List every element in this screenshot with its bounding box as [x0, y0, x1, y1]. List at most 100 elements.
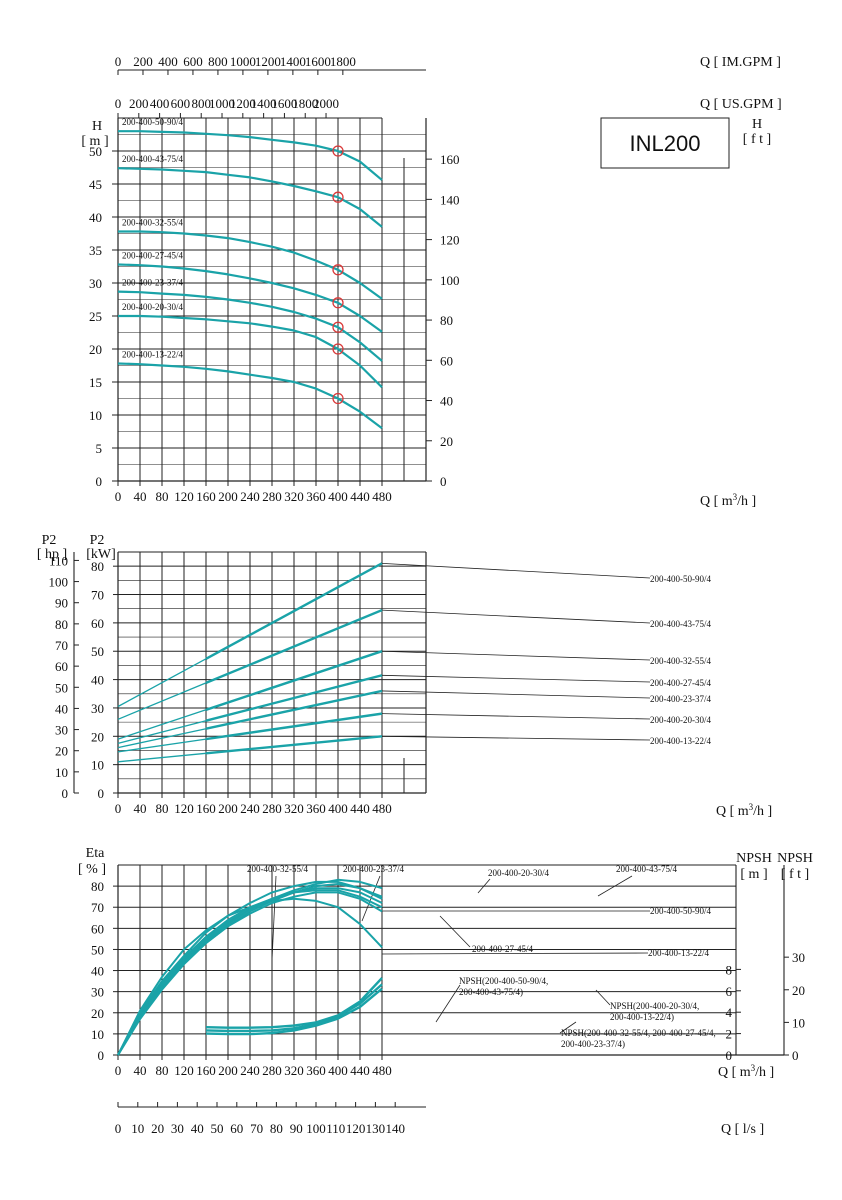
- grid-layer: [73, 69, 789, 1108]
- head-unit-right: [ f t ]: [743, 132, 771, 147]
- head-y-tick-label: 5: [96, 441, 103, 456]
- us-gpm-tick-label: 400: [150, 96, 170, 111]
- eta-y-tick-label: 80: [91, 879, 104, 894]
- power-curve: [205, 712, 383, 741]
- eta-label-leader: [595, 989, 611, 1006]
- power-curve: [205, 674, 383, 722]
- head-x-tick-label: 40: [134, 489, 147, 504]
- power-curve: [205, 562, 383, 660]
- ls-tick-label: 100: [306, 1121, 326, 1136]
- power-hp-tick-label: 10: [55, 765, 68, 780]
- eta-y-tick-label: 60: [91, 921, 104, 936]
- eta-label-leader: [477, 878, 491, 894]
- eta-x-tick-label: 200: [218, 1063, 238, 1078]
- head-y-tick-label: 15: [89, 375, 102, 390]
- head-ft-tick-label: 120: [440, 233, 460, 248]
- power-hp-symbol: P2: [42, 533, 57, 548]
- im-gpm-tick-label: 800: [208, 54, 228, 69]
- head-curve: [117, 290, 383, 362]
- power-x-tick-label: 40: [134, 801, 147, 816]
- head-x-tick-label: 400: [328, 489, 348, 504]
- eta-label-leader: [597, 875, 633, 897]
- head-x-tick-label: 280: [262, 489, 282, 504]
- head-ft-tick-label: 160: [440, 152, 460, 167]
- eta-x-tick-label: 440: [350, 1063, 370, 1078]
- head-ft-tick-label: 0: [440, 474, 447, 489]
- power-hp-tick-label: 100: [49, 575, 69, 590]
- power-curve-label: 200-400-20-30/4: [650, 715, 711, 725]
- eta-x-tick-label: 40: [134, 1063, 147, 1078]
- power-kw-tick-label: 0: [98, 786, 105, 801]
- head-curve: [118, 130, 383, 181]
- power-curve-thin: [117, 738, 207, 753]
- us-gpm-tick-label: 1800: [292, 96, 318, 111]
- ls-tick-label: 10: [131, 1121, 144, 1136]
- chart-title: INL200: [630, 131, 701, 156]
- eta-x-tick-label: 400: [328, 1063, 348, 1078]
- im-gpm-tick-label: 0: [115, 54, 122, 69]
- power-curve-thin: [117, 709, 207, 740]
- npsh-label-b1: NPSH(200-400-20-30/4,: [610, 1001, 699, 1011]
- power-x-tick-label: 400: [328, 801, 348, 816]
- im-gpm-unit: Q [ IM.GPM ]: [700, 55, 781, 70]
- eta-label-leader: [439, 915, 471, 948]
- efficiency-curve: [117, 883, 383, 1056]
- power-kw-tick-label: 20: [91, 729, 104, 744]
- power-q-unit: Q [ m3/h ]: [716, 802, 772, 819]
- eta-label-27-45: 200-400-27-45/4: [472, 944, 533, 954]
- power-x-tick-label: 360: [306, 801, 326, 816]
- head-curve-label: 200-400-20-30/4: [122, 302, 183, 312]
- power-x-tick-label: 440: [350, 801, 370, 816]
- power-label-leader: [381, 562, 651, 579]
- us-gpm-tick-label: 2000: [313, 96, 339, 111]
- power-curve-thin: [117, 752, 207, 763]
- eta-y-tick-label: 50: [91, 942, 104, 957]
- ls-tick-label: 80: [270, 1121, 283, 1136]
- eta-label-13-22: 200-400-13-22/4: [648, 948, 709, 958]
- power-kw-tick-label: 30: [91, 701, 104, 716]
- head-ft-tick-label: 40: [440, 394, 453, 409]
- power-x-tick-label: 120: [174, 801, 194, 816]
- power-kw-tick-label: 70: [91, 588, 104, 603]
- head-curve: [118, 230, 383, 300]
- us-gpm-unit: Q [ US.GPM ]: [700, 97, 782, 112]
- npsh-ft-tick-label: 30: [792, 950, 805, 965]
- head-y-tick-label: 35: [89, 243, 102, 258]
- eta-unit: [ % ]: [78, 862, 106, 877]
- npsh-m-tick-label: 4: [726, 1005, 733, 1020]
- ls-tick-label: 140: [385, 1121, 405, 1136]
- power-x-tick-label: 80: [156, 801, 169, 816]
- us-gpm-tick-label: 1200: [230, 96, 256, 111]
- head-x-tick-label: 160: [196, 489, 216, 504]
- npsh-curve: [205, 977, 383, 1029]
- head-curve-label: 200-400-32-55/4: [122, 218, 183, 228]
- power-hp-tick-label: 30: [55, 723, 68, 738]
- head-y-tick-label: 40: [89, 210, 102, 225]
- power-label-leader: [381, 650, 651, 661]
- head-y-tick-label: 45: [89, 177, 102, 192]
- rated-point-marker: [332, 321, 344, 333]
- head-y-tick-label: 20: [89, 342, 102, 357]
- eta-y-tick-label: 20: [91, 1006, 104, 1021]
- eta-label-43-75: 200-400-43-75/4: [616, 864, 677, 874]
- npsh-m-tick-label: 0: [726, 1048, 733, 1063]
- eta-x-tick-label: 80: [156, 1063, 169, 1078]
- power-curve: [205, 608, 383, 685]
- head-x-tick-label: 0: [115, 489, 122, 504]
- head-x-tick-label: 200: [218, 489, 238, 504]
- ls-tick-label: 70: [250, 1121, 263, 1136]
- head-curve-label: 200-400-27-45/4: [122, 251, 183, 261]
- power-x-tick-label: 160: [196, 801, 216, 816]
- head-symbol-left: H: [92, 119, 102, 134]
- head-unit-left: [ m ]: [81, 134, 108, 149]
- efficiency-curve: [117, 880, 383, 1056]
- eta-x-tick-label: 0: [115, 1063, 122, 1078]
- power-curve: [205, 735, 383, 755]
- ls-tick-label: 90: [290, 1121, 303, 1136]
- eta-y-tick-label: 40: [91, 964, 104, 979]
- us-gpm-tick-label: 1400: [251, 96, 277, 111]
- power-curve-label: 200-400-50-90/4: [650, 574, 711, 584]
- power-curve-label: 200-400-27-45/4: [650, 678, 711, 688]
- power-curve-thin: [117, 658, 207, 708]
